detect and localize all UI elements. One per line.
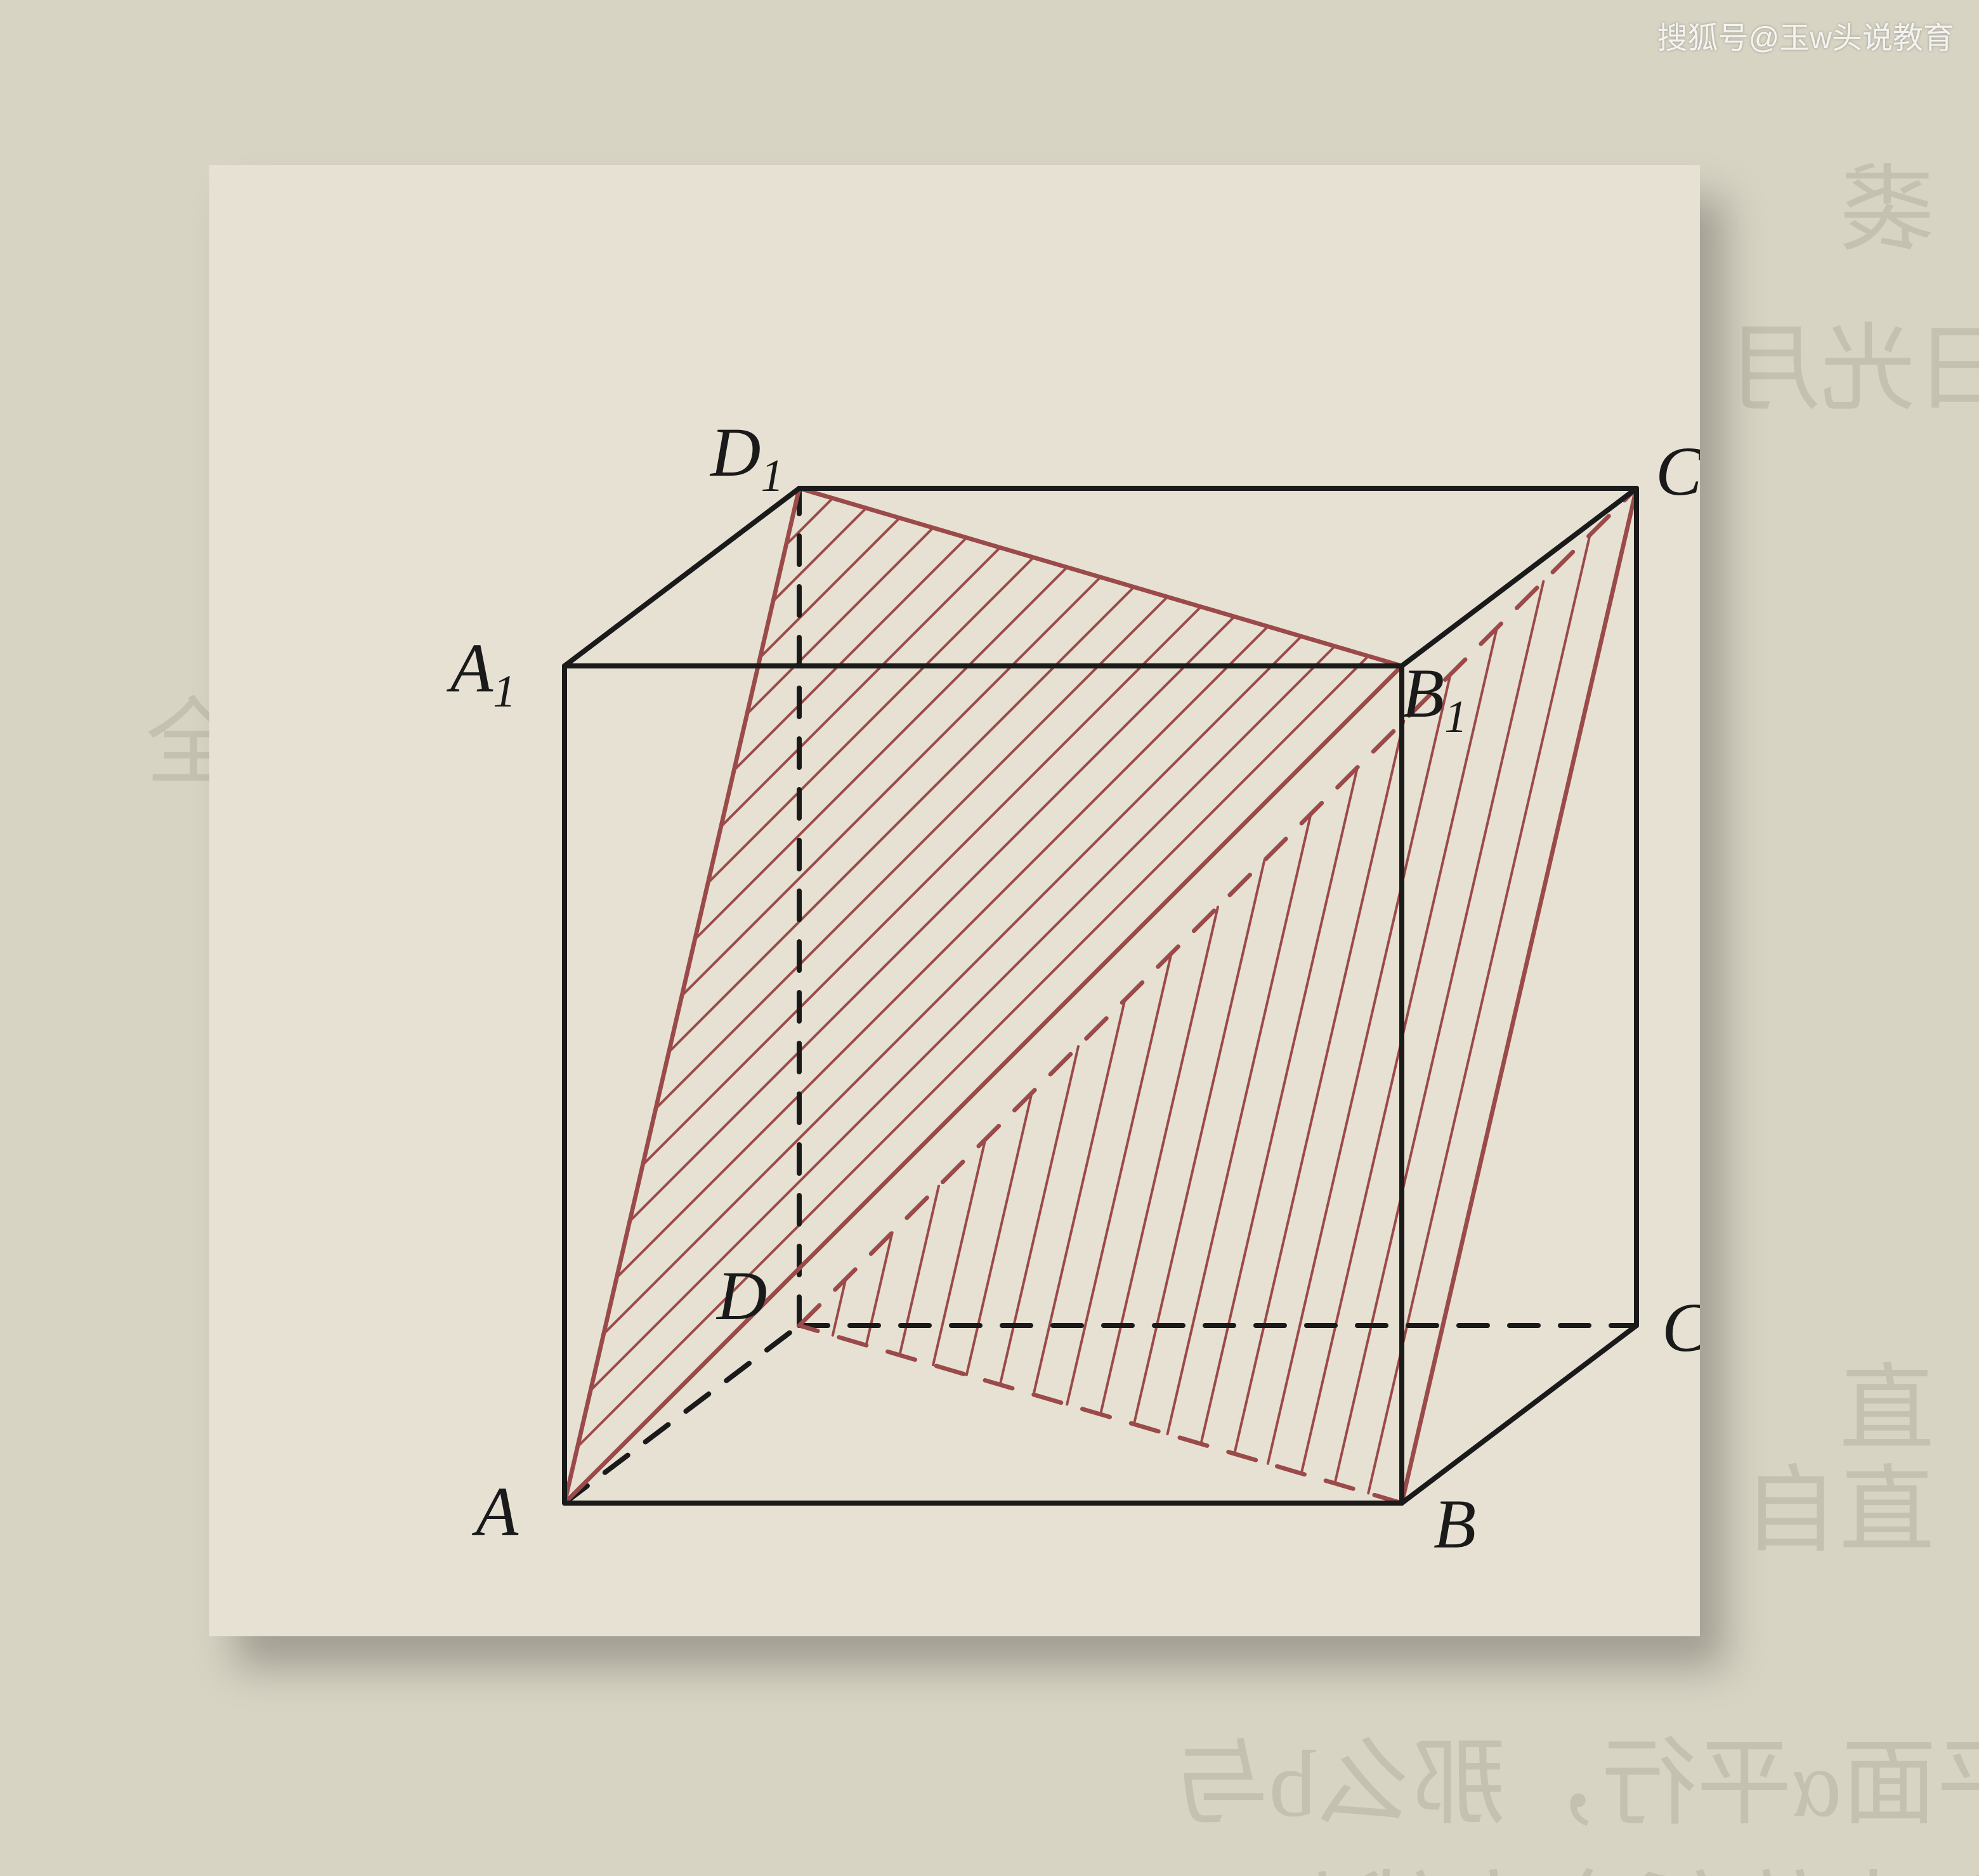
ghost-text: 已平面α平行，那么b与 (1173, 1706, 1979, 1844)
hatch-group (578, 498, 1369, 1447)
diagonal-edge (565, 666, 1402, 1503)
ghost-text: 升日光月 (1725, 292, 1979, 429)
figure-panel: ABCDA1B1C1D1 (209, 165, 1700, 1636)
hatch-group (833, 535, 1590, 1493)
vertex-label-C: C (1662, 1289, 1700, 1366)
ghost-text: 面α内的任意直线与α (1205, 1839, 1979, 1876)
vertex-label-D: D (715, 1257, 767, 1334)
diagonal-edge (799, 488, 1402, 666)
cube-diagram: ABCDA1B1C1D1 (209, 165, 1700, 1636)
vertex-label-B: B (1434, 1485, 1476, 1563)
diagonal-edge (799, 1326, 1402, 1503)
ghost-text: 直自 (1744, 1433, 1935, 1571)
vertex-label-D1: D1 (709, 414, 783, 501)
vertex-label-A1: A1 (446, 629, 516, 717)
vertex-label-A: A (471, 1473, 519, 1550)
page-root: 搜狐号@玉w头说教育 裘升日光月全直直自已平面α平行，那么b与面α内的任意直线与… (0, 0, 1979, 1876)
vertex-label-C1: C1 (1656, 433, 1700, 520)
watermark-text: 搜狐号@玉w头说教育 (1657, 13, 1954, 57)
ghost-text: 裘 (1839, 133, 1935, 271)
